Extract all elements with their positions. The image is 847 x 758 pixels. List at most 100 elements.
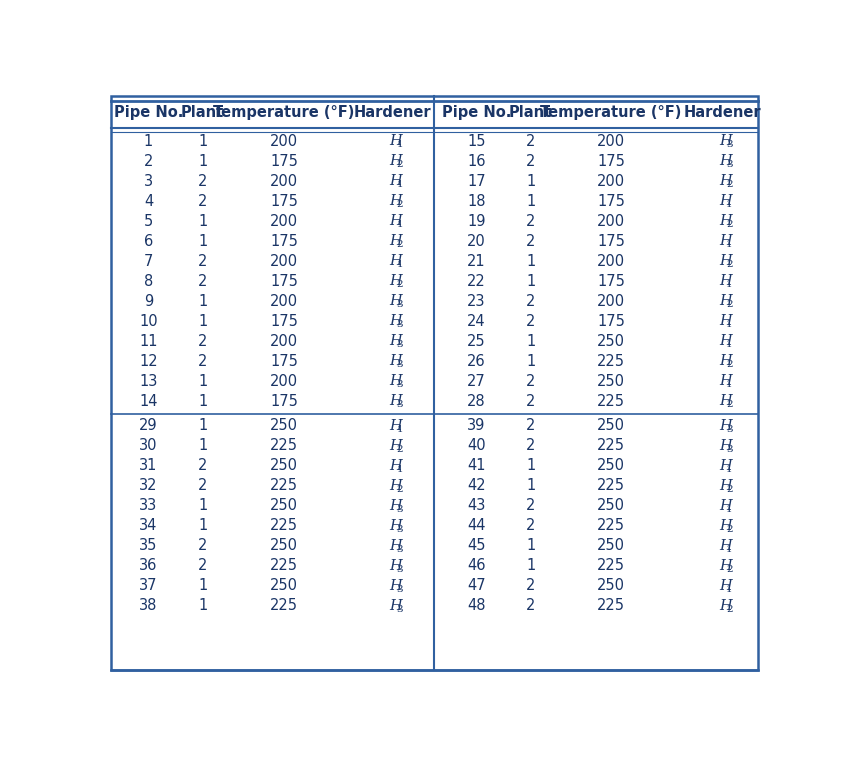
Text: 2: 2 — [726, 400, 733, 409]
Text: 2: 2 — [726, 605, 733, 614]
Text: 1: 1 — [526, 478, 535, 493]
Text: 2: 2 — [526, 498, 535, 513]
Text: 3: 3 — [144, 174, 153, 189]
Text: H: H — [390, 314, 402, 328]
Text: 29: 29 — [139, 418, 158, 433]
Text: H: H — [390, 294, 402, 309]
Text: 2: 2 — [526, 374, 535, 389]
Text: 175: 175 — [270, 314, 298, 329]
Text: Plant: Plant — [509, 105, 552, 120]
Text: 250: 250 — [270, 578, 298, 594]
Text: 2: 2 — [526, 518, 535, 534]
Text: 175: 175 — [270, 154, 298, 168]
Text: H: H — [719, 154, 732, 168]
Text: H: H — [719, 479, 732, 493]
Text: 1: 1 — [726, 381, 733, 389]
Text: 250: 250 — [270, 418, 298, 433]
Text: 1: 1 — [526, 334, 535, 349]
Text: 1: 1 — [198, 374, 208, 389]
Text: 1: 1 — [198, 518, 208, 534]
Text: 48: 48 — [467, 598, 485, 613]
Text: 225: 225 — [597, 598, 625, 613]
Text: H: H — [390, 559, 402, 573]
Text: H: H — [719, 418, 732, 433]
Text: 225: 225 — [270, 478, 298, 493]
Text: 1: 1 — [198, 133, 208, 149]
Text: 22: 22 — [467, 274, 485, 289]
Text: 1: 1 — [396, 220, 403, 229]
Text: 1: 1 — [526, 274, 535, 289]
Text: H: H — [390, 459, 402, 473]
Text: H: H — [390, 374, 402, 388]
Text: 2: 2 — [726, 180, 733, 189]
Text: 250: 250 — [597, 418, 625, 433]
Text: 175: 175 — [597, 233, 625, 249]
Text: 3: 3 — [396, 545, 403, 554]
Text: 1: 1 — [396, 260, 403, 269]
Text: 1: 1 — [198, 314, 208, 329]
Text: 3: 3 — [396, 585, 403, 594]
Text: 1: 1 — [526, 354, 535, 368]
Text: 3: 3 — [726, 424, 733, 434]
Text: 200: 200 — [270, 174, 298, 189]
Text: H: H — [390, 418, 402, 433]
Text: 33: 33 — [140, 498, 158, 513]
Text: H: H — [719, 599, 732, 613]
Text: 2: 2 — [198, 334, 208, 349]
Text: 1: 1 — [526, 538, 535, 553]
Text: 35: 35 — [139, 538, 158, 553]
Text: H: H — [390, 354, 402, 368]
Text: 32: 32 — [139, 478, 158, 493]
Text: 175: 175 — [597, 154, 625, 168]
Text: 175: 175 — [597, 274, 625, 289]
Text: 2: 2 — [726, 220, 733, 229]
Text: 225: 225 — [270, 598, 298, 613]
Text: 23: 23 — [467, 293, 485, 309]
Text: 11: 11 — [139, 334, 158, 349]
Text: 2: 2 — [526, 293, 535, 309]
Text: 250: 250 — [597, 334, 625, 349]
Text: 2: 2 — [198, 174, 208, 189]
Text: H: H — [719, 314, 732, 328]
Text: H: H — [390, 394, 402, 409]
Text: 12: 12 — [139, 354, 158, 368]
Text: 28: 28 — [467, 393, 485, 409]
Text: 2: 2 — [526, 314, 535, 329]
Text: 1: 1 — [396, 180, 403, 189]
Text: 46: 46 — [467, 559, 485, 573]
Text: 3: 3 — [396, 525, 403, 534]
Text: H: H — [719, 559, 732, 573]
Text: 36: 36 — [139, 559, 158, 573]
Text: H: H — [390, 174, 402, 188]
Text: 2: 2 — [198, 478, 208, 493]
Text: 2: 2 — [198, 354, 208, 368]
Text: 2: 2 — [726, 565, 733, 574]
Text: Hardener: Hardener — [354, 105, 431, 120]
Text: 200: 200 — [270, 214, 298, 229]
Text: 1: 1 — [198, 418, 208, 433]
Text: 15: 15 — [467, 133, 485, 149]
Text: 45: 45 — [467, 538, 485, 553]
Text: 3: 3 — [726, 445, 733, 454]
Text: H: H — [390, 518, 402, 533]
Text: H: H — [390, 194, 402, 208]
Text: H: H — [390, 479, 402, 493]
Text: 225: 225 — [597, 354, 625, 368]
Text: 17: 17 — [467, 174, 485, 189]
Text: 3: 3 — [396, 300, 403, 309]
Text: Plant: Plant — [181, 105, 224, 120]
Text: 2: 2 — [526, 393, 535, 409]
Text: H: H — [719, 134, 732, 148]
Text: 2: 2 — [526, 418, 535, 433]
Text: 5: 5 — [144, 214, 153, 229]
Text: 1: 1 — [198, 214, 208, 229]
Text: 1: 1 — [726, 585, 733, 594]
Text: 2: 2 — [526, 578, 535, 594]
Text: H: H — [719, 439, 732, 453]
Text: H: H — [719, 214, 732, 228]
Text: H: H — [719, 539, 732, 553]
Text: 3: 3 — [396, 605, 403, 614]
Text: 3: 3 — [396, 565, 403, 574]
Text: 43: 43 — [468, 498, 485, 513]
Text: 2: 2 — [526, 598, 535, 613]
